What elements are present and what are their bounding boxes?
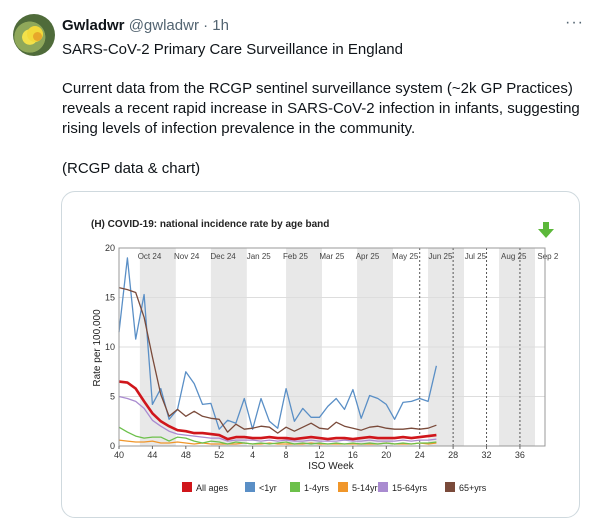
y-axis-label: Rate per 100,000	[92, 309, 103, 387]
y-tick-label: 15	[105, 293, 115, 303]
legend-item: 5-14yrs	[338, 482, 383, 493]
month-label: Jul 25	[465, 252, 487, 261]
x-tick-label: 12	[314, 450, 324, 460]
legend-swatch	[338, 482, 348, 492]
y-tick-label: 20	[105, 243, 115, 253]
legend-item: 15-64yrs	[378, 482, 428, 493]
plot-border	[118, 247, 546, 447]
y-tick-label: 10	[105, 342, 115, 352]
chart-image-card[interactable]: (H) COVID-19: national incidence rate by…	[61, 191, 580, 518]
x-tick-label: 52	[214, 450, 224, 460]
x-axis-label: ISO Week	[308, 461, 354, 472]
x-tick-label: 44	[147, 450, 157, 460]
month-label: Dec 24	[210, 252, 236, 261]
legend-item: <1yr	[245, 482, 277, 493]
green-down-arrow-icon	[538, 222, 554, 238]
user-handle[interactable]: @gwladwr	[128, 17, 199, 34]
x-tick-label: 28	[448, 450, 458, 460]
legend-label: 5-14yrs	[352, 483, 383, 493]
month-label: Jun 25	[428, 252, 453, 261]
series-line-1-4yrs	[118, 426, 437, 445]
series-line--1yr	[118, 257, 438, 430]
incidence-chart: (H) COVID-19: national incidence rate by…	[91, 219, 559, 493]
ellipsis-icon[interactable]: ···	[565, 14, 584, 31]
tweet-text-source: (RCGP data & chart)	[62, 160, 201, 177]
tweet-timestamp[interactable]: 1h	[212, 17, 229, 34]
x-tick-label: 20	[381, 450, 391, 460]
month-label: Aug 25	[501, 252, 527, 261]
x-tick-label: 36	[515, 450, 525, 460]
legend-swatch	[245, 482, 255, 492]
legend-swatch	[445, 482, 455, 492]
series-line-all-ages	[118, 380, 437, 441]
legend-item: 65+yrs	[445, 482, 487, 493]
legend-swatch	[290, 482, 300, 492]
chart-title: (H) COVID-19: national incidence rate by…	[91, 219, 329, 230]
month-label: Sep 2	[537, 252, 558, 261]
tweet-text-headline: SARS-CoV-2 Primary Care Surveillance in …	[62, 41, 403, 58]
y-tick-label: 0	[110, 441, 115, 451]
display-name[interactable]: Gwladwr	[62, 17, 125, 34]
month-label: May 25	[392, 252, 419, 261]
legend-label: 15-64yrs	[392, 483, 428, 493]
tweet-text-body: Current data from the RCGP sentinel surv…	[62, 80, 580, 137]
month-label: Feb 25	[283, 252, 308, 261]
x-tick-label: 48	[181, 450, 191, 460]
month-label: Nov 24	[174, 252, 200, 261]
x-tick-label: 8	[284, 450, 289, 460]
legend-swatch	[182, 482, 192, 492]
legend-label: All ages	[196, 483, 229, 493]
tweet-header: Gwladwr @gwladwr · 1h	[62, 17, 229, 34]
month-label: Jan 25	[247, 252, 272, 261]
series-line-15-64yrs	[118, 395, 437, 442]
series-line-65-yrs	[118, 286, 437, 434]
month-label: Apr 25	[356, 252, 380, 261]
legend-label: 1-4yrs	[304, 483, 330, 493]
legend-item: All ages	[182, 482, 229, 493]
x-tick-label: 24	[415, 450, 425, 460]
header-separator: ·	[203, 17, 209, 34]
x-tick-label: 32	[482, 450, 492, 460]
legend-label: 65+yrs	[459, 483, 487, 493]
y-tick-label: 5	[110, 392, 115, 402]
x-tick-label: 40	[114, 450, 124, 460]
x-tick-label: 16	[348, 450, 358, 460]
avatar[interactable]	[13, 14, 55, 56]
month-label: Mar 25	[319, 252, 344, 261]
legend-item: 1-4yrs	[290, 482, 330, 493]
month-label: Oct 24	[138, 252, 162, 261]
legend-swatch	[378, 482, 388, 492]
x-tick-label: 4	[250, 450, 255, 460]
daffodil-trumpet	[33, 32, 42, 41]
legend-label: <1yr	[259, 483, 277, 493]
